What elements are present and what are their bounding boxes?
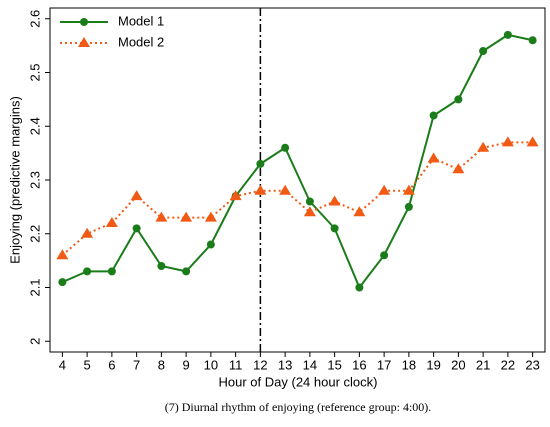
y-tick-label: 2 (27, 338, 42, 345)
x-tick-label: 15 (327, 357, 341, 372)
x-tick-label: 6 (108, 357, 115, 372)
marker (132, 224, 141, 233)
marker (526, 136, 539, 147)
legend-label: Model 2 (118, 34, 164, 49)
marker (107, 267, 116, 276)
caption: (7) Diurnal rhythm of enjoying (referenc… (165, 400, 432, 414)
marker (281, 143, 290, 152)
marker (355, 283, 364, 292)
marker (378, 184, 391, 195)
marker (58, 278, 67, 287)
legend-label: Model 1 (118, 13, 164, 28)
x-tick-label: 20 (451, 357, 465, 372)
x-tick-label: 9 (183, 357, 190, 372)
marker (479, 47, 488, 55)
marker (330, 224, 339, 233)
marker (380, 251, 389, 260)
x-tick-label: 16 (352, 357, 366, 372)
legend-marker (78, 37, 90, 47)
legend-marker (80, 18, 88, 26)
marker (56, 249, 69, 260)
marker (402, 184, 415, 195)
marker (429, 111, 438, 120)
marker (83, 267, 92, 276)
marker (157, 262, 166, 270)
marker (204, 211, 217, 222)
marker (452, 163, 465, 174)
marker (254, 184, 267, 195)
x-tick-label: 14 (303, 357, 317, 372)
x-tick-label: 10 (204, 357, 218, 372)
marker (229, 190, 242, 201)
marker (404, 202, 413, 211)
marker (130, 190, 143, 201)
marker (454, 95, 463, 104)
x-tick-label: 22 (501, 357, 515, 372)
x-tick-label: 19 (426, 357, 440, 372)
x-tick-label: 8 (158, 357, 165, 372)
marker (303, 206, 316, 217)
x-tick-label: 18 (402, 357, 416, 372)
x-tick-label: 5 (84, 357, 91, 372)
marker (279, 184, 292, 195)
y-tick-label: 2.4 (27, 117, 42, 135)
x-tick-label: 4 (59, 357, 66, 372)
marker (305, 197, 314, 206)
series-line (61, 33, 533, 290)
y-tick-label: 2.2 (27, 225, 42, 243)
marker (528, 36, 537, 45)
x-tick-label: 23 (525, 357, 539, 372)
marker (501, 136, 514, 147)
y-tick-label: 2.1 (27, 278, 42, 296)
marker (105, 217, 118, 227)
marker (503, 30, 512, 39)
y-tick-label: 2.5 (27, 63, 42, 81)
y-tick-label: 2.3 (27, 171, 42, 189)
x-axis-label: Hour of Day (24 hour clock) (219, 374, 378, 389)
marker (206, 240, 215, 249)
marker (182, 267, 191, 276)
marker (477, 141, 490, 152)
x-tick-label: 11 (229, 357, 243, 372)
marker (180, 211, 193, 222)
marker (256, 159, 265, 168)
marker (427, 152, 440, 163)
x-tick-label: 12 (253, 357, 267, 372)
y-tick-label: 2.6 (27, 10, 42, 28)
x-tick-label: 21 (476, 357, 490, 372)
y-axis-label: Enjoying (predictive margins) (7, 96, 22, 264)
marker (155, 211, 168, 222)
marker (328, 195, 341, 206)
marker (353, 206, 366, 217)
x-tick-label: 7 (133, 357, 140, 372)
x-tick-label: 17 (377, 357, 391, 372)
x-tick-label: 13 (278, 357, 292, 372)
marker (81, 227, 94, 238)
plot-frame (49, 7, 546, 353)
